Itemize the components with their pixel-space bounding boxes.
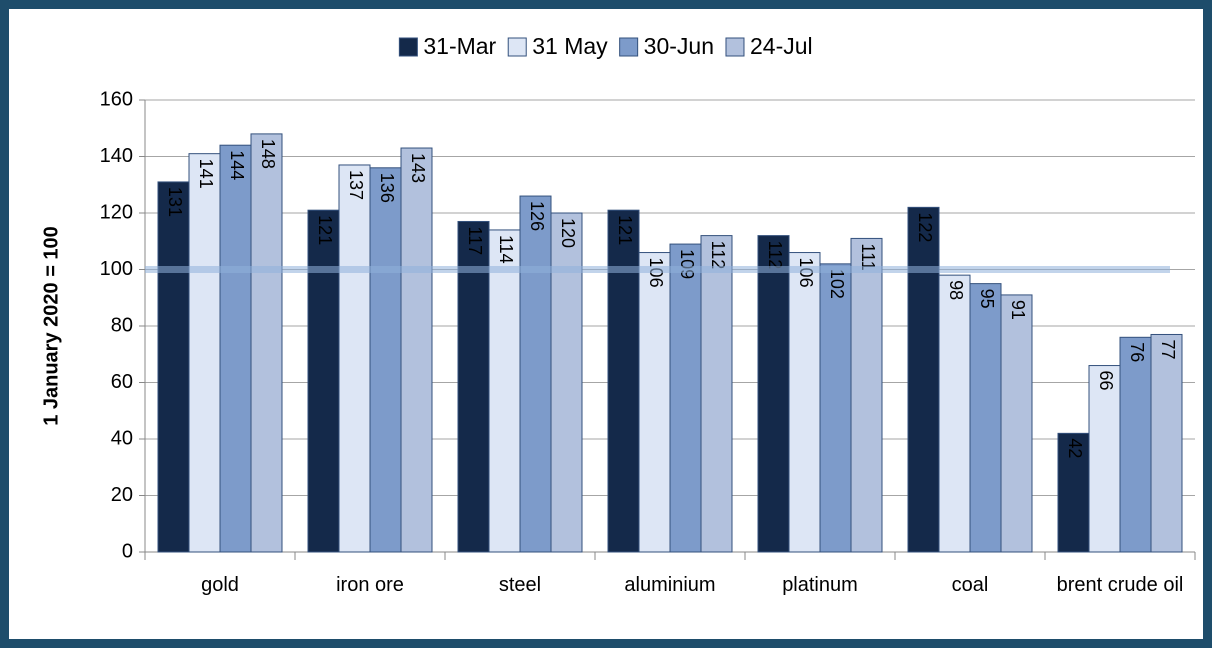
data-label: 148 (258, 139, 278, 169)
x-tick-label: steel (498, 574, 542, 596)
legend-label: 30-Jun (644, 33, 714, 59)
data-label: 66 (1096, 371, 1116, 391)
x-tick-label: aluminium (624, 574, 716, 596)
data-label: 144 (227, 150, 247, 180)
y-tick-label: 60 (111, 371, 133, 393)
bar (219, 144, 252, 553)
y-tick-label: 100 (100, 258, 133, 280)
data-label: 121 (315, 215, 335, 245)
y-tick-label: 80 (111, 314, 133, 336)
bar (1000, 294, 1033, 553)
data-label: 111 (858, 243, 878, 270)
legend-label: 31-Mar (423, 33, 496, 59)
y-tick-label: 0 (122, 540, 133, 562)
data-label: 122 (915, 212, 935, 242)
data-label: 112 (708, 241, 728, 270)
bar (1088, 365, 1121, 553)
y-tick-label: 120 (100, 201, 133, 223)
data-label: 141 (196, 159, 216, 189)
y-tick-label: 160 (100, 88, 133, 110)
data-label: 136 (377, 173, 397, 203)
data-label: 42 (1065, 438, 1085, 458)
legend-label: 31 May (532, 33, 608, 59)
bar (969, 283, 1002, 553)
bar (607, 209, 640, 553)
bar (757, 235, 790, 553)
data-label: 126 (527, 201, 547, 231)
legend-swatch (619, 37, 639, 57)
bar (550, 212, 583, 553)
data-label: 120 (558, 218, 578, 248)
data-label: 102 (827, 269, 847, 299)
data-label: 131 (165, 187, 185, 217)
bar (400, 147, 433, 553)
x-tick-label: gold (201, 574, 239, 596)
x-tick-label: platinum (782, 574, 858, 596)
data-label: 121 (615, 215, 635, 245)
bar (188, 153, 221, 553)
data-label: 95 (977, 289, 997, 309)
bar (819, 263, 852, 553)
data-label: 76 (1127, 342, 1147, 362)
data-label: 98 (946, 280, 966, 300)
bar (457, 220, 490, 553)
y-axis-title: 1 January 2020 = 100 (40, 226, 62, 426)
legend-swatch (398, 37, 418, 57)
bar (938, 274, 971, 553)
legend-label: 24-Jul (750, 33, 813, 59)
y-tick-label: 20 (111, 484, 133, 506)
bar (700, 235, 733, 553)
data-label: 137 (346, 170, 366, 200)
y-tick-label: 40 (111, 427, 133, 449)
legend-swatch (507, 37, 527, 57)
bar (307, 209, 340, 553)
bar (788, 252, 821, 553)
bar (1119, 336, 1152, 553)
data-label: 91 (1008, 300, 1028, 320)
legend-swatch (725, 37, 745, 57)
y-tick-label: 140 (100, 145, 133, 167)
data-label: 112 (765, 241, 785, 270)
bar (850, 237, 883, 553)
bar (669, 243, 702, 553)
x-tick-label: brent crude oil (1056, 574, 1184, 596)
bar (907, 206, 940, 553)
bar (488, 229, 521, 553)
bar (1150, 333, 1183, 553)
bar (250, 133, 283, 553)
bar (369, 167, 402, 553)
data-label: 143 (408, 153, 428, 183)
x-tick-label: iron ore (336, 574, 404, 596)
bar (157, 181, 190, 553)
bar (519, 195, 552, 553)
data-label: 109 (677, 249, 697, 279)
data-label: 114 (496, 235, 516, 264)
bar (338, 164, 371, 553)
x-tick-label: coal (951, 574, 989, 596)
data-label: 77 (1158, 339, 1178, 359)
bar (638, 252, 671, 553)
data-label: 117 (465, 226, 485, 255)
